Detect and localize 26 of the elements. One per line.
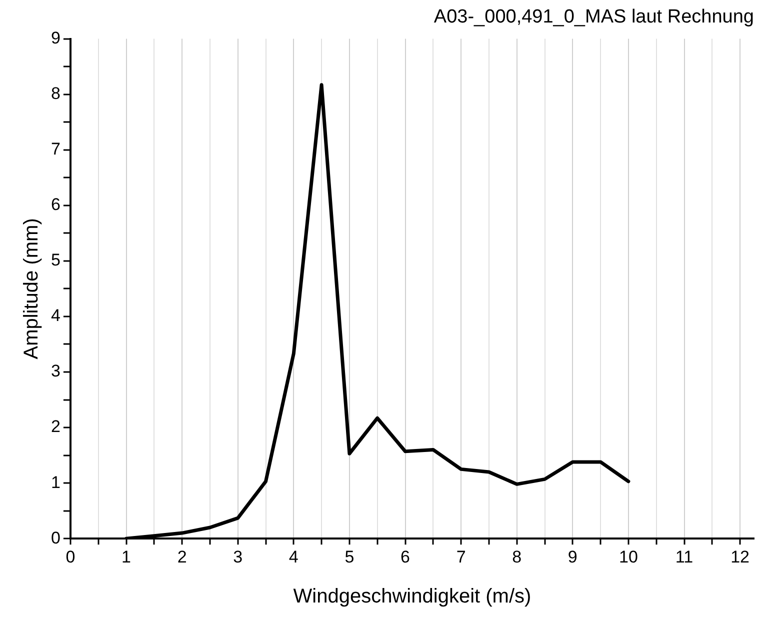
y-tick-label: 1 — [50, 472, 60, 492]
y-tick-label: 5 — [50, 250, 60, 270]
x-tick-label: 0 — [66, 547, 76, 566]
y-tick-label: 6 — [50, 195, 60, 214]
y-tick-label: 2 — [50, 417, 60, 436]
y-tick-label: 0 — [50, 528, 60, 548]
y-tick-label: 7 — [50, 140, 60, 159]
x-tick-label: 10 — [618, 547, 638, 566]
x-tick-label: 3 — [233, 547, 243, 566]
x-tick-label: 6 — [400, 547, 410, 566]
chart-title: A03-_000,491_0_MAS laut Rechnung — [434, 6, 754, 28]
x-tick-label: 12 — [730, 547, 750, 566]
x-axis-title: Windgeschwindigkeit (m/s) — [293, 586, 532, 608]
x-tick-label: 11 — [675, 547, 694, 566]
y-tick-label: 3 — [50, 362, 60, 381]
x-tick-label: 7 — [456, 547, 466, 566]
y-axis-title: Amplitude (mm) — [20, 218, 43, 360]
y-tick-label: 4 — [50, 306, 60, 326]
x-tick-label: 8 — [512, 547, 522, 566]
x-tick-label: 4 — [288, 547, 298, 566]
x-tick-label: 2 — [177, 547, 187, 566]
y-tick-label: 9 — [50, 28, 60, 48]
x-tick-label: 5 — [344, 547, 354, 566]
x-tick-label: 9 — [568, 547, 578, 566]
x-tick-label: 1 — [122, 547, 131, 566]
y-tick-label: 8 — [50, 84, 60, 104]
